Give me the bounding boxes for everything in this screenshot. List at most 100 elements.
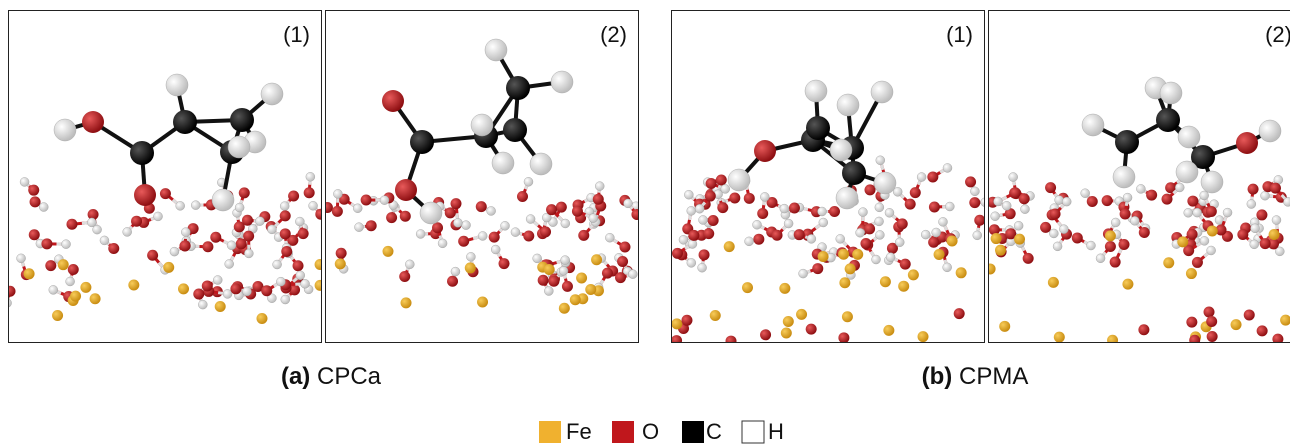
atom (672, 248, 683, 259)
atom (17, 254, 26, 263)
atom (540, 226, 551, 237)
atom (82, 111, 104, 133)
panel-label: (1) (946, 22, 973, 47)
atom (280, 210, 291, 221)
panel (3, 74, 327, 324)
atom (726, 336, 737, 347)
atom (1113, 166, 1135, 188)
atom (30, 196, 41, 207)
atom (489, 232, 500, 243)
atom (399, 271, 410, 282)
atom (108, 243, 119, 254)
atom (166, 74, 188, 96)
atom (170, 247, 179, 256)
atom (829, 206, 840, 217)
atom (875, 217, 884, 226)
atom (1120, 209, 1131, 220)
atom (477, 297, 488, 308)
atom (503, 118, 527, 142)
atom (938, 217, 947, 226)
atom (969, 197, 980, 208)
atom (453, 218, 462, 227)
atom (5, 286, 16, 297)
atom (401, 297, 412, 308)
atom (842, 311, 853, 322)
atom (244, 249, 253, 258)
atom (1207, 331, 1218, 342)
atom (871, 81, 893, 103)
caption: (b) CPMA (922, 363, 1029, 390)
atom (885, 208, 894, 217)
atom (491, 245, 500, 254)
atom (1201, 171, 1223, 193)
atom (315, 280, 326, 291)
atom (410, 130, 434, 154)
atom (3, 299, 12, 308)
atom (745, 237, 754, 246)
atom (405, 260, 414, 269)
atom (295, 217, 304, 226)
atom (818, 251, 829, 262)
atom (760, 192, 769, 201)
atom (1020, 205, 1029, 214)
atom (163, 262, 174, 273)
atom (760, 329, 771, 340)
atom (267, 225, 276, 234)
atom (708, 215, 719, 226)
atom (839, 277, 850, 288)
atom (29, 229, 40, 240)
atom (784, 219, 793, 228)
atom (131, 216, 142, 227)
atom (1110, 257, 1121, 268)
atom (970, 187, 979, 196)
atom (671, 318, 682, 329)
atom (624, 199, 633, 208)
atom (818, 207, 827, 216)
atom (706, 178, 717, 189)
atom (799, 269, 808, 278)
atom (886, 253, 895, 262)
atom (917, 173, 926, 182)
atom (699, 249, 710, 260)
atom (1207, 246, 1216, 255)
atom (526, 215, 535, 224)
atom (1260, 238, 1271, 249)
atom (1009, 173, 1018, 182)
atom (681, 315, 692, 326)
panel (315, 39, 643, 314)
atom (991, 233, 1002, 244)
atom (819, 218, 828, 227)
atom (24, 268, 35, 279)
atom (123, 227, 132, 236)
atom (309, 201, 318, 210)
atom (883, 325, 894, 336)
atom (836, 234, 845, 243)
atom (1048, 277, 1059, 288)
atom (1105, 230, 1116, 241)
atom (322, 202, 333, 213)
atom (1111, 218, 1120, 227)
atom (1014, 234, 1025, 245)
atom (49, 285, 58, 294)
atom (213, 276, 222, 285)
atom (695, 204, 704, 213)
atom (781, 327, 792, 338)
atom (223, 289, 232, 298)
atom (230, 108, 254, 132)
legend-swatch (682, 421, 704, 443)
atom (1187, 196, 1198, 207)
atom (1269, 229, 1280, 240)
atom (965, 176, 976, 187)
atom (974, 215, 985, 226)
atom (1049, 229, 1058, 238)
atom (1204, 307, 1215, 318)
atom (1175, 183, 1184, 192)
atom (559, 266, 568, 275)
atom (1237, 229, 1248, 240)
atom (908, 269, 919, 280)
atom (728, 169, 750, 191)
atom (1160, 82, 1182, 104)
atom (684, 190, 693, 199)
panel (671, 80, 990, 347)
atom (562, 281, 573, 292)
